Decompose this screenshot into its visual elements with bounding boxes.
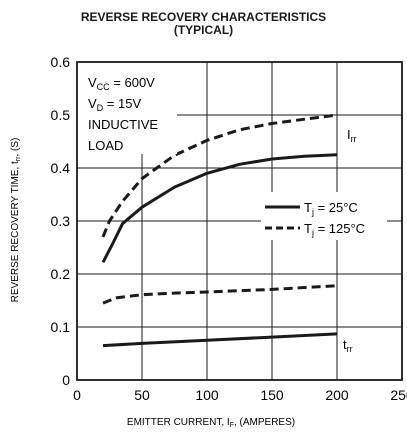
data-series — [101, 113, 338, 348]
y-tick-label: 0.3 — [51, 213, 71, 229]
condition-vd: VD = 15V — [88, 96, 141, 113]
legend-label-125c: Tj = 125°C — [304, 221, 365, 238]
y-tick-label: 0.5 — [51, 107, 71, 123]
condition-inductive: INDUCTIVE — [88, 117, 158, 132]
irr-label: Irr — [347, 127, 357, 144]
condition-load: LOAD — [88, 138, 123, 153]
y-tick-label: 0 — [62, 372, 70, 388]
x-tick-label: 250 — [390, 387, 407, 403]
irr-label-bg — [345, 123, 367, 145]
x-tick-label: 150 — [260, 387, 284, 403]
trr-label-bg — [339, 334, 361, 356]
series-line-3-solid — [102, 332, 338, 348]
conditions-box-bg — [77, 62, 177, 154]
x-tick-label: 100 — [195, 387, 219, 403]
legend-bg — [261, 192, 387, 240]
y-tick-label: 0.6 — [51, 54, 71, 70]
condition-vcc: VCC = 600V — [88, 75, 155, 92]
y-axis-label: REVERSE RECOVERY TIME, trr, (S) — [10, 138, 22, 303]
plot-frame — [76, 61, 403, 381]
series-line-2-dashed — [101, 113, 338, 238]
axis-ticks: 0 50 100 150 200 250 0 0.1 0.2 0.3 0.4 0.5 0.6 — [51, 54, 407, 403]
series-line-4-dashed — [102, 284, 338, 305]
x-tick-label: 50 — [134, 387, 150, 403]
trr-label: trr — [343, 337, 353, 354]
x-tick-label: 200 — [325, 387, 349, 403]
y-tick-label: 0.4 — [51, 160, 71, 176]
y-tick-label: 0.2 — [51, 266, 71, 282]
x-axis-label: EMITTER CURRENT, IF, (AMPERES) — [127, 417, 295, 429]
series-line-1-solid — [101, 153, 338, 263]
y-tick-label: 0.1 — [51, 319, 71, 335]
chart-title: REVERSE RECOVERY CHARACTERISTICS — [80, 10, 327, 24]
x-tick-label: 0 — [73, 387, 81, 403]
legend-label-25c: Tj = 25°C — [304, 200, 358, 217]
chart-subtitle: (TYPICAL) — [173, 23, 234, 37]
